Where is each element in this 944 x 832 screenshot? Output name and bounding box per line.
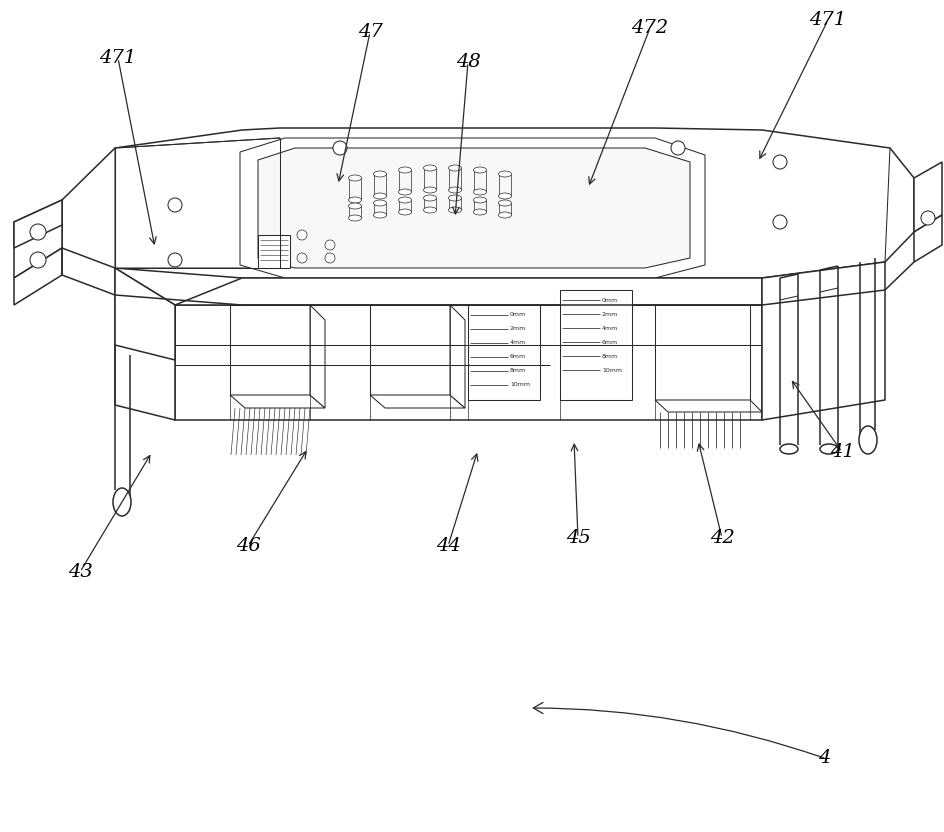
Text: 4: 4 xyxy=(818,749,830,767)
Ellipse shape xyxy=(424,187,436,193)
Ellipse shape xyxy=(498,193,512,199)
FancyArrowPatch shape xyxy=(533,702,824,758)
Ellipse shape xyxy=(859,426,877,454)
Polygon shape xyxy=(468,305,540,400)
Text: 43: 43 xyxy=(68,563,93,581)
Polygon shape xyxy=(370,305,450,395)
Circle shape xyxy=(297,230,307,240)
Text: 10mm: 10mm xyxy=(602,368,622,373)
Circle shape xyxy=(773,215,787,229)
Ellipse shape xyxy=(820,444,838,454)
Ellipse shape xyxy=(448,187,462,193)
Polygon shape xyxy=(14,248,62,305)
Text: 4mm: 4mm xyxy=(602,325,618,330)
Ellipse shape xyxy=(448,165,462,171)
Polygon shape xyxy=(115,268,175,420)
Ellipse shape xyxy=(474,167,486,173)
Text: 46: 46 xyxy=(236,537,261,555)
Circle shape xyxy=(921,211,935,225)
Ellipse shape xyxy=(348,203,362,209)
Text: 10mm: 10mm xyxy=(510,383,530,388)
Polygon shape xyxy=(450,305,465,408)
Circle shape xyxy=(325,253,335,263)
Circle shape xyxy=(773,155,787,169)
Polygon shape xyxy=(175,305,762,420)
Polygon shape xyxy=(914,215,942,262)
Polygon shape xyxy=(655,305,750,400)
Circle shape xyxy=(30,252,46,268)
Circle shape xyxy=(30,224,46,240)
Polygon shape xyxy=(655,400,762,412)
Ellipse shape xyxy=(498,200,512,206)
Ellipse shape xyxy=(474,209,486,215)
Circle shape xyxy=(297,253,307,263)
Polygon shape xyxy=(240,138,705,278)
Circle shape xyxy=(168,198,182,212)
Text: 2mm: 2mm xyxy=(602,311,618,316)
Ellipse shape xyxy=(374,171,386,177)
Text: 41: 41 xyxy=(830,443,854,461)
Polygon shape xyxy=(560,290,632,400)
Polygon shape xyxy=(175,278,762,305)
Polygon shape xyxy=(762,262,885,420)
Text: 6mm: 6mm xyxy=(602,339,618,344)
Ellipse shape xyxy=(474,197,486,203)
Ellipse shape xyxy=(348,197,362,203)
Ellipse shape xyxy=(448,195,462,201)
Text: 472: 472 xyxy=(632,19,668,37)
Ellipse shape xyxy=(498,171,512,177)
Circle shape xyxy=(325,240,335,250)
Text: 48: 48 xyxy=(456,53,480,71)
Text: 0mm: 0mm xyxy=(510,313,526,318)
Polygon shape xyxy=(230,305,310,395)
Ellipse shape xyxy=(398,197,412,203)
Ellipse shape xyxy=(348,175,362,181)
Ellipse shape xyxy=(398,209,412,215)
Ellipse shape xyxy=(113,488,131,516)
Text: 42: 42 xyxy=(710,529,734,547)
Text: 45: 45 xyxy=(565,529,590,547)
Ellipse shape xyxy=(348,215,362,221)
Text: 4mm: 4mm xyxy=(510,340,526,345)
Polygon shape xyxy=(258,148,690,268)
Circle shape xyxy=(333,141,347,155)
Ellipse shape xyxy=(424,195,436,201)
Polygon shape xyxy=(14,200,62,248)
Ellipse shape xyxy=(498,212,512,218)
Text: 0mm: 0mm xyxy=(602,298,618,303)
Text: 471: 471 xyxy=(809,11,847,29)
Polygon shape xyxy=(115,268,175,360)
Ellipse shape xyxy=(780,444,798,454)
Circle shape xyxy=(671,141,685,155)
Text: 44: 44 xyxy=(435,537,461,555)
Polygon shape xyxy=(370,395,465,408)
Polygon shape xyxy=(62,128,914,278)
Ellipse shape xyxy=(424,165,436,171)
Ellipse shape xyxy=(374,193,386,199)
Text: 471: 471 xyxy=(99,49,137,67)
Text: 2mm: 2mm xyxy=(510,326,526,331)
Ellipse shape xyxy=(424,207,436,213)
Polygon shape xyxy=(310,305,325,408)
Text: 8mm: 8mm xyxy=(602,354,618,359)
Ellipse shape xyxy=(398,189,412,195)
Polygon shape xyxy=(115,138,280,268)
Ellipse shape xyxy=(474,189,486,195)
Text: 47: 47 xyxy=(358,23,382,41)
Polygon shape xyxy=(14,200,62,278)
Text: 6mm: 6mm xyxy=(510,354,526,359)
Polygon shape xyxy=(914,162,942,232)
Polygon shape xyxy=(230,395,325,408)
Text: 8mm: 8mm xyxy=(510,369,526,374)
Ellipse shape xyxy=(448,207,462,213)
Ellipse shape xyxy=(398,167,412,173)
Polygon shape xyxy=(258,235,290,268)
Ellipse shape xyxy=(374,212,386,218)
Circle shape xyxy=(168,253,182,267)
Ellipse shape xyxy=(374,200,386,206)
